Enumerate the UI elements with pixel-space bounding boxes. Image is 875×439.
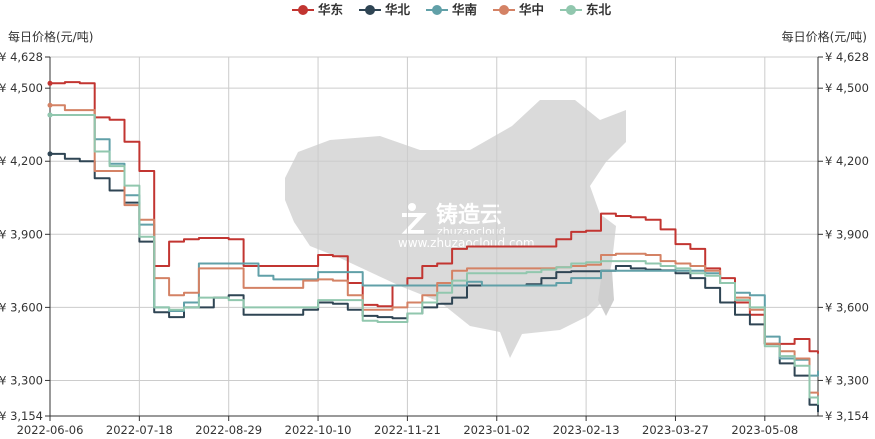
legend-item-2[interactable]: 华南 <box>426 2 478 17</box>
legend: 华东 华北 华南 华中 东北 <box>292 2 612 17</box>
x-tick-label: 2023-01-02 <box>463 423 530 437</box>
y-tick-label-left: ¥ 4,500 <box>0 81 43 95</box>
y-tick-label-right: ¥ 3,154 <box>825 409 869 423</box>
y-tick-label-left: ¥ 3,154 <box>0 409 43 423</box>
y-tick-label-right: ¥ 3,300 <box>825 373 869 387</box>
x-tick-label: 2022-06-06 <box>17 423 84 437</box>
series-line-1 <box>50 152 819 413</box>
y-axis-title-right: 每日价格(元/吨) <box>782 29 867 44</box>
china-map-silhouette <box>285 100 626 358</box>
axes: ¥ 4,628 ¥ 4,628 ¥ 4,500 ¥ 4,500 ¥ 4,200 ¥ 4,2… <box>0 50 869 437</box>
legend-dot-icon <box>432 5 442 15</box>
x-tick-label: 2022-08-29 <box>195 423 262 437</box>
legend-item-4[interactable]: 东北 <box>560 2 612 17</box>
x-tick-label: 2023-02-13 <box>553 423 620 437</box>
legend-dot-icon <box>499 5 509 15</box>
y-tick-label-right: ¥ 4,628 <box>825 50 869 64</box>
y-tick-label-right: ¥ 4,200 <box>825 154 869 168</box>
series-lines <box>47 80 819 413</box>
y-tick-label-left: ¥ 3,600 <box>0 300 43 314</box>
x-tick-label: 2022-07-18 <box>106 423 173 437</box>
taiwan-silhouette <box>598 270 614 316</box>
x-tick-label: 2022-10-10 <box>285 423 352 437</box>
y-tick-label-right: ¥ 4,500 <box>825 81 869 95</box>
series-start-point-0 <box>47 80 53 86</box>
y-tick-label-left: ¥ 3,300 <box>0 373 43 387</box>
legend-item-3[interactable]: 华中 <box>493 2 544 17</box>
series-start-point-1 <box>47 151 53 157</box>
y-tick-label-left: ¥ 3,900 <box>0 227 43 241</box>
y-tick-label-left: ¥ 4,200 <box>0 154 43 168</box>
y-tick-label-left: ¥ 4,628 <box>0 50 43 64</box>
legend-label: 华北 <box>385 2 411 17</box>
x-tick-label: 2022-11-21 <box>374 423 441 437</box>
legend-label: 华南 <box>452 2 478 17</box>
y-tick-label-right: ¥ 3,600 <box>825 300 869 314</box>
legend-item-1[interactable]: 华北 <box>359 2 411 17</box>
legend-dot-icon <box>298 5 308 15</box>
series-start-point-4 <box>47 112 53 118</box>
legend-dot-icon <box>566 5 576 15</box>
x-tick-label: 2023-05-08 <box>731 423 798 437</box>
logo-icon <box>408 203 416 211</box>
legend-item-0[interactable]: 华东 <box>292 2 344 17</box>
logo-z-icon <box>401 213 427 234</box>
legend-label: 华中 <box>519 2 544 17</box>
y-tick-label-right: ¥ 3,900 <box>825 227 869 241</box>
legend-dot-icon <box>365 5 375 15</box>
map-background: 铸造云 zhuzaocloud www.zhuzaocloud.com <box>285 100 626 358</box>
watermark-brand: 铸造云 <box>436 202 502 228</box>
legend-label: 东北 <box>586 2 612 17</box>
series-line-4 <box>50 114 819 405</box>
series-start-point-3 <box>47 102 53 108</box>
legend-label: 华东 <box>318 2 344 17</box>
x-tick-label: 2023-03-27 <box>642 423 709 437</box>
y-axis-title-left: 每日价格(元/吨) <box>8 29 93 44</box>
series-line-0 <box>50 81 819 354</box>
